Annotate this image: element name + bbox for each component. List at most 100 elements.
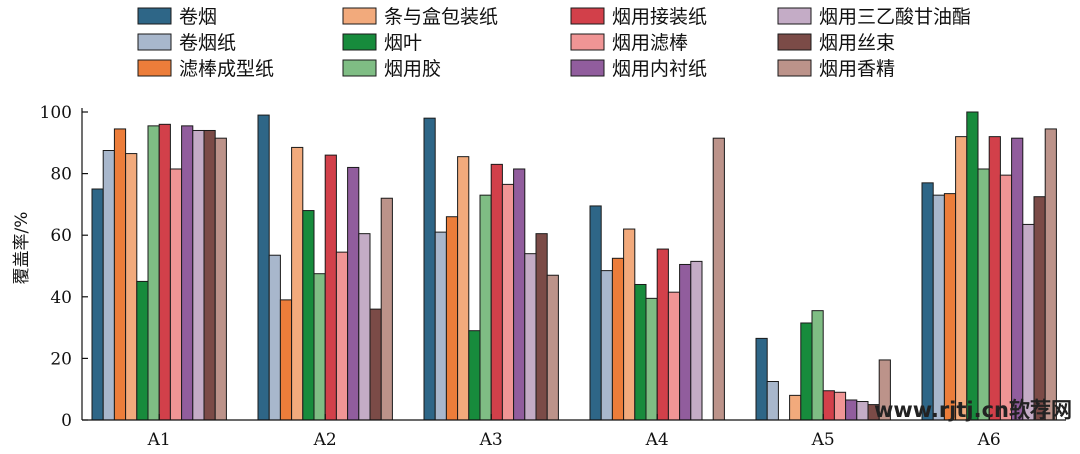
legend-item-11: 烟用丝束 <box>777 32 895 54</box>
legend-item-2: 卷烟纸 <box>137 32 236 54</box>
bar-A2-8 <box>335 251 349 421</box>
bar-A3-9 <box>513 168 526 421</box>
legend-item-5: 烟叶 <box>342 32 422 54</box>
legend-label: 烟用丝束 <box>819 32 895 54</box>
legend-swatch <box>570 59 605 77</box>
bar-A1-6 <box>147 125 160 421</box>
legend-item-8: 烟用滤棒 <box>570 32 688 54</box>
x-tick-label: A3 <box>479 430 503 450</box>
bar-A2-10 <box>358 233 371 421</box>
bar-A3-1 <box>423 117 436 421</box>
legend-swatch <box>777 59 812 77</box>
bar-A6-7 <box>988 136 1001 421</box>
bar-A6-6 <box>977 168 990 421</box>
legend-swatch <box>137 33 172 51</box>
bar-A5-10 <box>856 401 869 421</box>
y-tick-label: 60 <box>50 226 72 246</box>
bar-A1-7 <box>158 123 171 421</box>
bar-A3-12 <box>546 274 559 421</box>
bar-A2-7 <box>324 154 337 421</box>
bar-A5-1 <box>755 337 768 421</box>
bar-A2-5 <box>302 210 315 421</box>
legend-item-9: 烟用内衬纸 <box>570 58 707 80</box>
bar-A2-12 <box>380 197 393 421</box>
bar-A6-1 <box>921 182 934 421</box>
x-tick-label: A6 <box>977 430 1001 450</box>
x-tick-label: A2 <box>313 430 337 450</box>
y-axis-label: 覆盖率/% <box>12 212 32 285</box>
bar-A6-3 <box>943 193 957 421</box>
legend-label: 烟叶 <box>384 32 422 54</box>
bar-A1-12 <box>214 137 227 421</box>
legend-label: 烟用滤棒 <box>612 32 688 54</box>
bar-A4-2 <box>600 270 613 421</box>
legend-swatch <box>570 7 605 25</box>
y-tick-label: 80 <box>50 165 72 185</box>
bar-A3-8 <box>501 183 515 421</box>
legend-label: 卷烟 <box>179 6 217 28</box>
y-tick-label: 40 <box>50 288 72 308</box>
bar-A1-5 <box>136 280 149 421</box>
bar-A6-9 <box>1011 137 1024 421</box>
legend-swatch <box>342 7 377 25</box>
bar-A6-5 <box>966 111 979 421</box>
bar-A1-8 <box>169 168 183 421</box>
bar-A6-4 <box>955 136 968 421</box>
legend-swatch <box>570 33 605 51</box>
legend-swatch <box>777 7 812 25</box>
bar-A4-4 <box>623 228 636 421</box>
bar-A3-2 <box>434 231 447 421</box>
legend-item-12: 烟用香精 <box>777 58 895 80</box>
legend-item-1: 卷烟 <box>137 6 217 28</box>
bar-A5-8 <box>833 391 847 421</box>
legend-item-7: 烟用接装纸 <box>570 6 707 28</box>
bar-A1-9 <box>181 125 194 421</box>
x-tick-label: A5 <box>811 430 835 450</box>
legend-label: 卷烟纸 <box>179 32 236 54</box>
y-tick-label: 100 <box>40 103 72 123</box>
legend-label: 烟用胶 <box>384 58 441 80</box>
bar-A3-7 <box>490 163 503 421</box>
bar-A4-5 <box>634 283 647 421</box>
bar-A2-11 <box>369 308 382 421</box>
bar-A6-2 <box>932 194 945 421</box>
axes: 0 20 40 60 80 100 A1 A2 A3 A4 A5 A6 <box>40 103 1066 450</box>
bar-A1-1 <box>91 188 104 421</box>
bar-A3-6 <box>479 194 492 421</box>
legend-label: 烟用内衬纸 <box>612 58 707 80</box>
legend-item-10: 烟用三乙酸甘油酯 <box>777 6 971 28</box>
bar-A4-12 <box>712 137 725 421</box>
y-tick-label: 20 <box>50 349 72 369</box>
legend-swatch <box>137 59 172 77</box>
bar-A5-6 <box>811 310 824 421</box>
bar-A2-9 <box>347 166 360 421</box>
bar-A4-1 <box>589 205 602 421</box>
bar-A4-3 <box>611 257 625 421</box>
x-tick-label: A4 <box>645 430 669 450</box>
bar-A1-3 <box>113 128 127 421</box>
bar-A4-9 <box>679 263 692 421</box>
legend-item-3: 滤棒成型纸 <box>137 58 274 80</box>
bar-A2-6 <box>313 273 326 421</box>
bar-A3-10 <box>524 253 537 421</box>
bar-A3-4 <box>457 156 470 421</box>
bar-A1-4 <box>125 153 138 421</box>
bar-A1-10 <box>192 129 205 421</box>
watermark: www.rjtj.cn软荐网 <box>874 398 1072 422</box>
legend-swatch <box>137 7 172 25</box>
bar-A5-9 <box>845 399 858 421</box>
bar-A4-8 <box>667 291 681 421</box>
bar-A5-2 <box>766 381 779 421</box>
legend-label: 烟用香精 <box>819 58 895 80</box>
bar-A2-2 <box>268 254 281 421</box>
bar-A3-5 <box>468 330 481 421</box>
bar-A6-8 <box>999 174 1013 421</box>
bar-A2-3 <box>279 299 293 421</box>
legend-label: 烟用接装纸 <box>612 6 707 28</box>
bar-A4-6 <box>645 297 658 421</box>
bar-A6-12 <box>1044 128 1057 421</box>
legend-swatch <box>342 33 377 51</box>
bar-A2-1 <box>257 114 270 421</box>
legend-item-4: 条与盒包装纸 <box>342 6 498 28</box>
